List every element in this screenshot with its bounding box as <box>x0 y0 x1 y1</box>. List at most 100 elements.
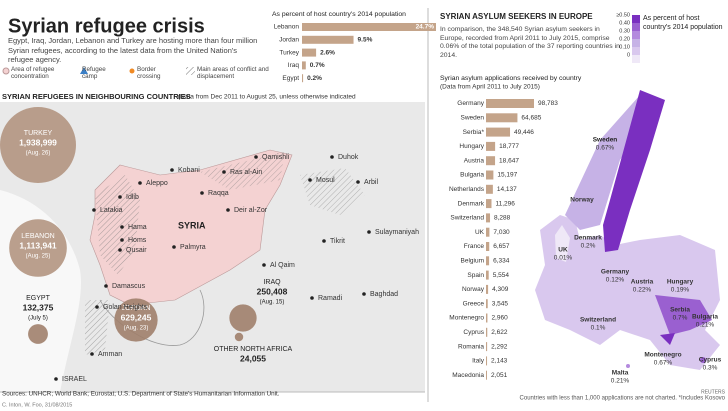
category-label: Romania <box>458 343 484 350</box>
city-dot <box>170 168 174 172</box>
city-dot <box>172 245 176 249</box>
place-label: Arbil <box>364 179 378 186</box>
country-name: Germany <box>601 269 630 276</box>
country-name: Montenegro <box>644 352 681 359</box>
legend-icon <box>2 67 10 75</box>
place-label: Duhok <box>338 154 359 161</box>
color-scale <box>632 15 640 63</box>
city-dot <box>118 248 122 252</box>
category-label: Netherlands <box>449 186 485 193</box>
category-label: Iraq <box>288 62 300 69</box>
country-value: 0.22% <box>633 287 652 294</box>
city-dot <box>226 208 230 212</box>
chart-title: Syrian asylum applications received by c… <box>440 75 582 82</box>
bar <box>486 370 487 380</box>
footnote: Countries with less than 1,000 applicati… <box>520 396 726 402</box>
bar <box>486 127 511 137</box>
country-value: 0.67% <box>654 360 673 367</box>
value-label: 6,657 <box>493 243 510 250</box>
category-label: Spain <box>467 272 484 279</box>
city-dot <box>118 195 122 199</box>
country-name: Switzerland <box>580 317 616 324</box>
city-dot <box>367 230 371 234</box>
country-value: 0.1% <box>591 325 606 332</box>
bar <box>486 113 518 123</box>
city-dot <box>362 292 366 296</box>
uk <box>555 225 570 262</box>
value-label: 15,197 <box>497 172 517 179</box>
category-label: UK <box>475 229 485 236</box>
value-label: 8,288 <box>494 215 511 222</box>
value-label: 0.2% <box>307 75 322 82</box>
place-label: Sulaymaniyah <box>375 229 419 236</box>
country-value: 0.2% <box>581 243 596 250</box>
country-name: Sweden <box>593 137 618 144</box>
category-label: Belgium <box>461 258 484 265</box>
city-dot <box>222 170 226 174</box>
bar <box>486 284 489 294</box>
category-label: Montenegro <box>449 315 484 322</box>
bubble-date: (Aug. 15) <box>260 300 285 306</box>
conflict-area <box>85 300 110 355</box>
value-label: 11,296 <box>495 200 515 207</box>
place-label: Baghdad <box>370 291 398 298</box>
place-label: Aleppo <box>146 180 168 187</box>
credit: C. Inton, W. Foo, 31/08/2015 <box>2 402 72 408</box>
bar <box>486 313 488 323</box>
legend-label: Main areas of conflict and displacement <box>197 66 269 80</box>
country-value: 0.21% <box>696 322 715 329</box>
chart-subtitle: (Data from April 2011 to July 2015) <box>440 84 540 91</box>
refugee-bubble <box>0 107 76 183</box>
conflict-area <box>95 175 140 275</box>
scale-label: ≥0.50 <box>616 12 630 18</box>
cyprus <box>700 357 706 363</box>
legend-icon <box>186 67 195 75</box>
value-label: 9.5% <box>358 37 373 44</box>
bubble-value: 1,938,999 <box>19 137 57 147</box>
bar <box>486 342 488 352</box>
bubble-name: IRAQ <box>263 279 281 286</box>
category-label: Turkey <box>279 49 299 56</box>
scale-label: 0 <box>627 52 630 58</box>
category-label: Sweden <box>461 115 485 122</box>
refugee-bubble <box>114 298 158 342</box>
value-label: 64,685 <box>521 115 541 122</box>
value-label: 2.6% <box>320 49 335 56</box>
bar <box>486 99 534 108</box>
bubble-date: (July 5) <box>28 316 48 322</box>
country-name: Austria <box>631 279 654 286</box>
city-dot <box>254 155 258 159</box>
bubble-value: 629,245 <box>121 312 152 322</box>
category-label: Cyprus <box>463 329 484 336</box>
conflict-area <box>300 168 365 215</box>
country-value: 0.7% <box>673 315 688 322</box>
bubble-date: (Aug. 26) <box>26 151 51 157</box>
place-label: Kobani <box>178 167 200 174</box>
city-dot <box>90 352 94 356</box>
legend-label: Area of refugee concentration <box>11 66 55 80</box>
value-label: 18,777 <box>499 143 519 150</box>
section-note: (Data from Dec 2011 to August 25, unless… <box>178 94 356 101</box>
place-label: Golan Heights <box>103 304 148 311</box>
value-label: 2,622 <box>491 329 508 336</box>
country-name: UK <box>558 247 568 254</box>
category-label: Egypt <box>282 75 299 82</box>
place-label: Palmyra <box>180 244 206 251</box>
value-label: 3,545 <box>492 300 509 307</box>
refugee-bubble <box>28 324 48 344</box>
malta <box>626 364 630 368</box>
value-label: 2,143 <box>491 358 508 365</box>
bubble-name: LEBANON <box>21 233 54 240</box>
bar <box>302 35 354 44</box>
city-dot <box>310 296 314 300</box>
bubble-date: (Aug. 23) <box>124 326 149 332</box>
value-label: 49,446 <box>514 129 534 136</box>
place-label: ISRAEL <box>62 376 87 383</box>
bar <box>486 184 493 194</box>
title: Syrian refugee crisis <box>8 15 205 37</box>
country-name: Serbia <box>670 307 690 314</box>
category-label: France <box>464 243 485 250</box>
country-value: 0.21% <box>611 378 630 385</box>
bubble-name: OTHER NORTH AFRICA <box>214 346 293 353</box>
